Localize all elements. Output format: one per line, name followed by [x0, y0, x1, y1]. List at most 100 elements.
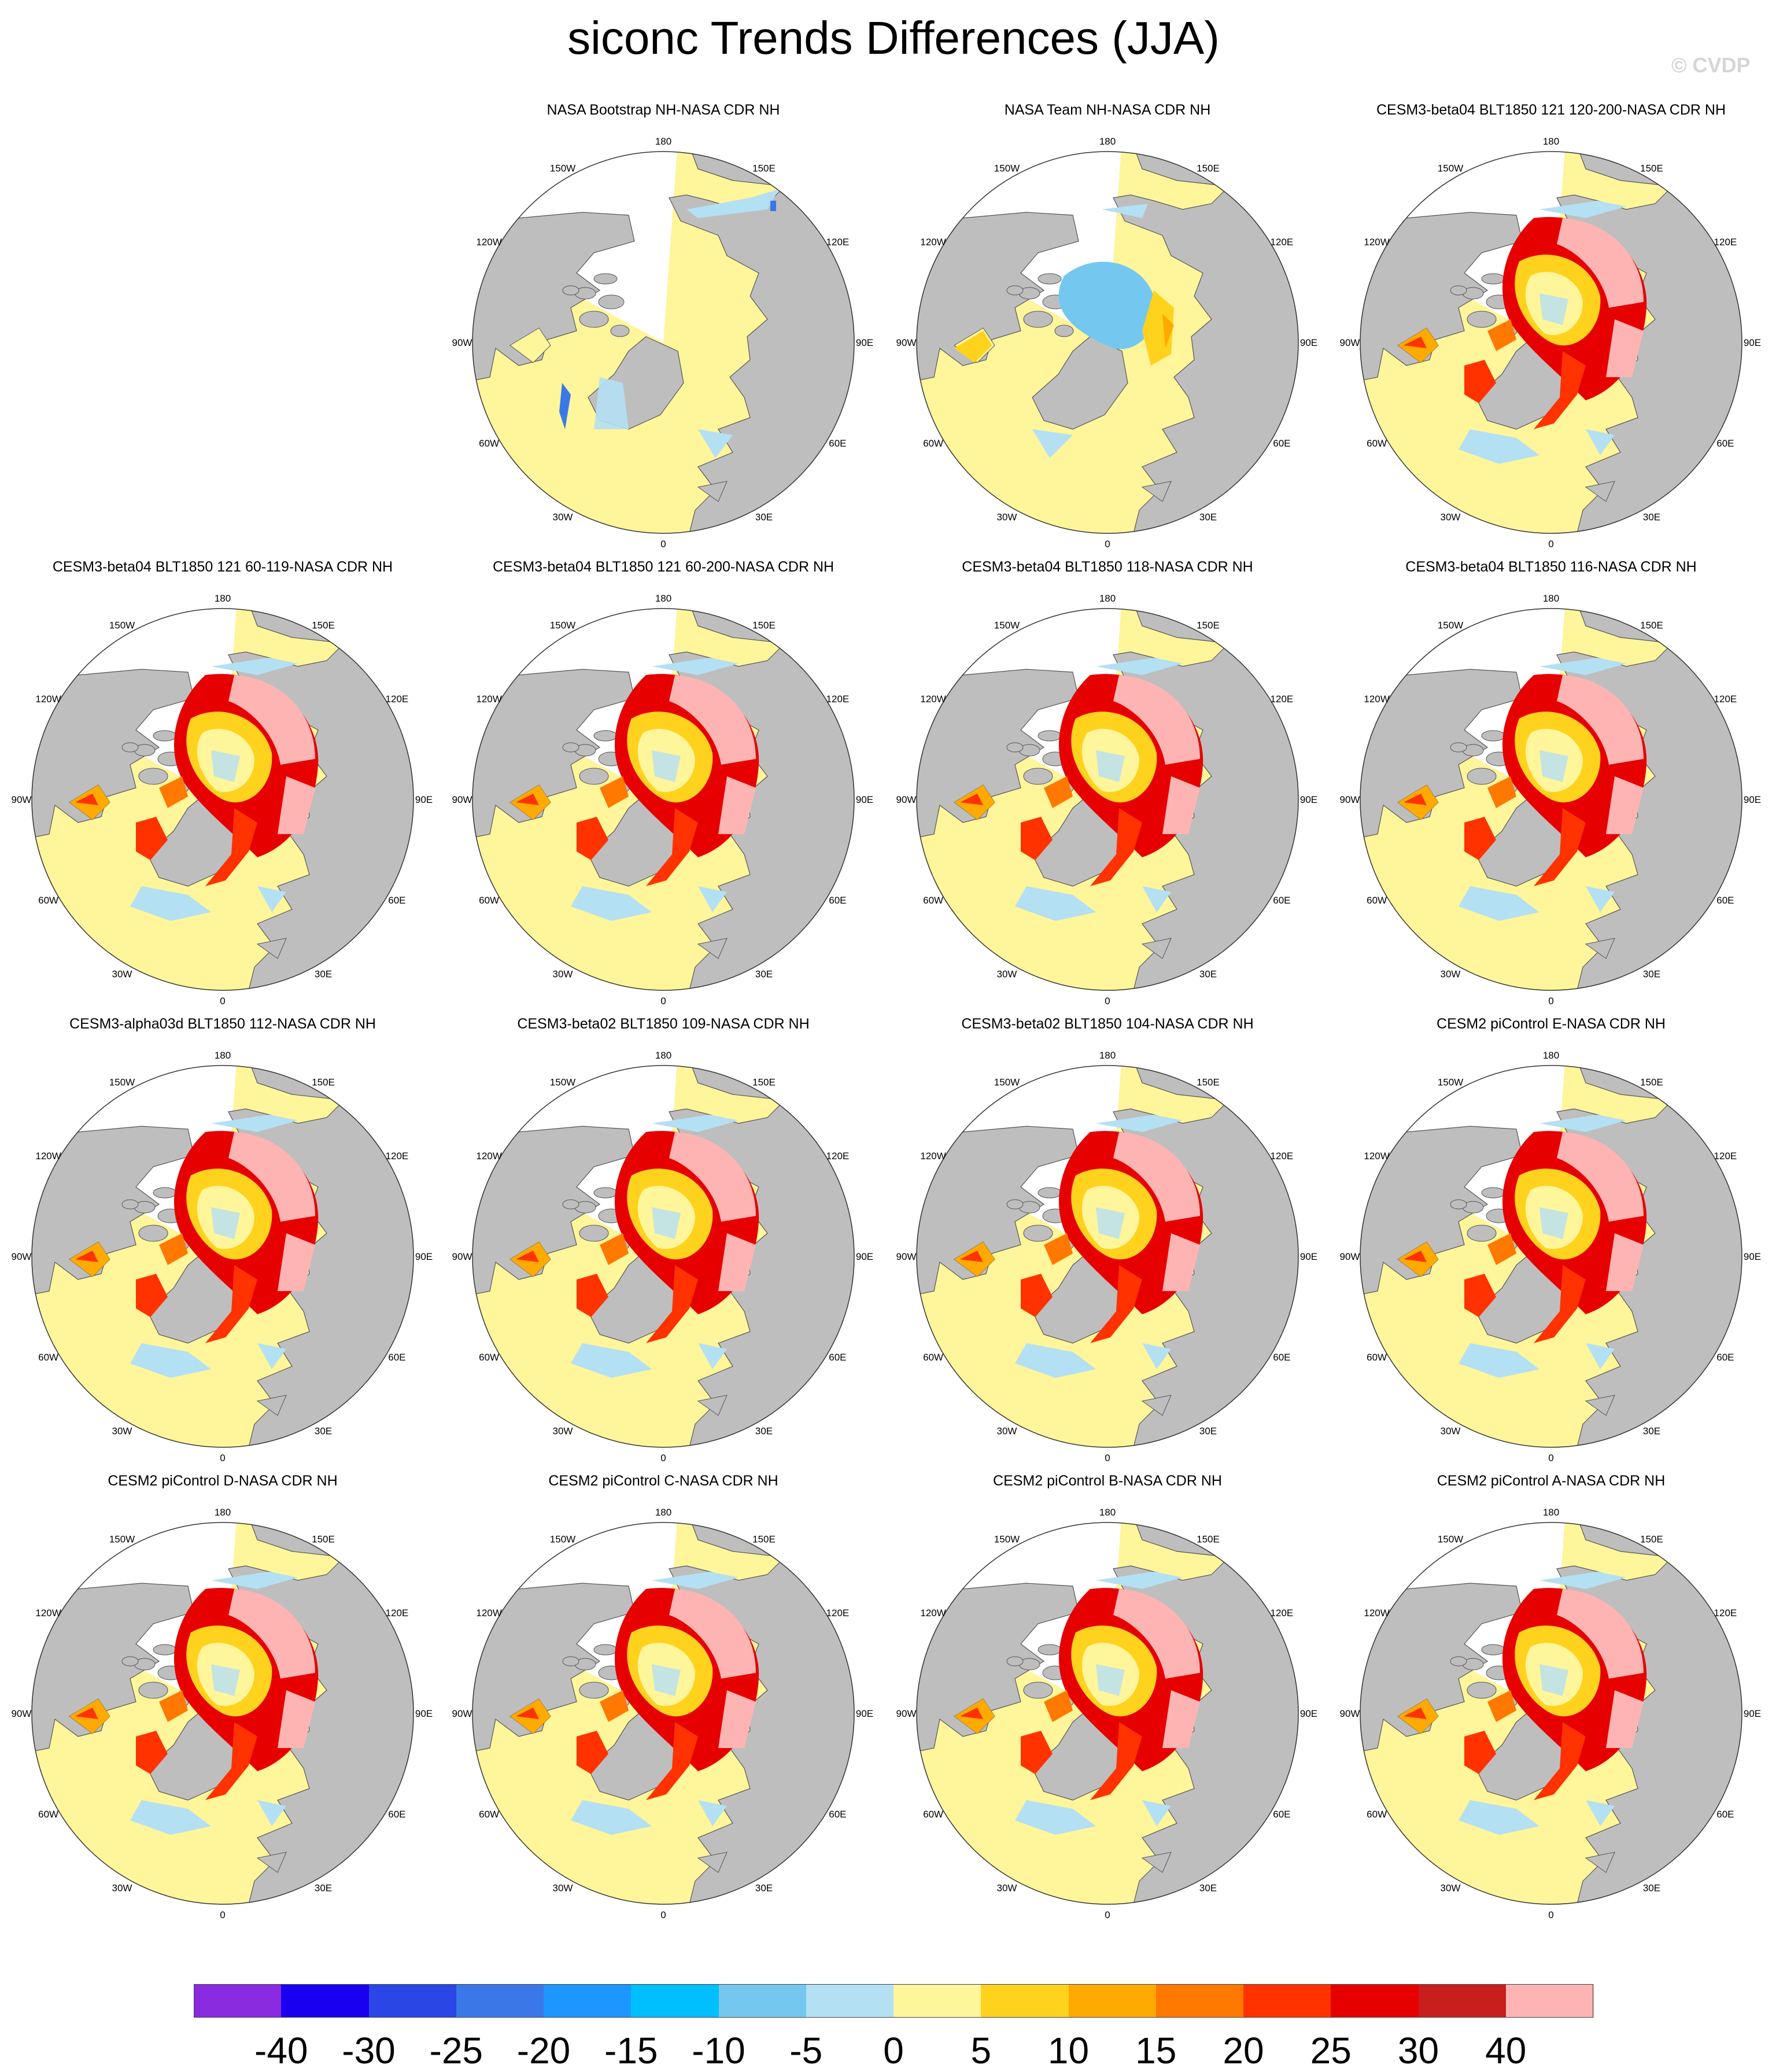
longitude-label: 180 — [1543, 593, 1559, 604]
map-border — [472, 608, 855, 991]
panel-title: CESM3-beta04 BLT1850 116-NASA CDR NH — [1405, 559, 1697, 575]
longitude-label: 180 — [1099, 1507, 1116, 1518]
colorbar-segment — [1505, 1984, 1594, 2018]
longitude-label: 150E — [1640, 1077, 1663, 1088]
iceland-landmass — [1141, 938, 1172, 959]
colorbar-segment — [631, 1984, 719, 2018]
colorbar-tick-label: -5 — [789, 2030, 823, 2071]
island — [121, 742, 139, 753]
longitude-label: 0 — [660, 1909, 666, 1920]
iceland-landmass — [697, 1852, 728, 1873]
longitude-label: 30W — [1441, 511, 1461, 522]
north-america-landmass — [472, 1583, 635, 1754]
longitude-label: 90E — [856, 794, 873, 805]
longitude-label: 120E — [386, 694, 409, 705]
iceland-landmass — [1141, 481, 1172, 502]
colorbar-segment — [806, 1984, 894, 2018]
longitude-label: 180 — [1543, 136, 1559, 147]
colorbar — [194, 1984, 1594, 2020]
longitude-label: 0 — [1548, 1452, 1553, 1463]
longitude-label: 0 — [1105, 996, 1110, 1006]
island — [153, 1187, 177, 1199]
longitude-label: 180 — [655, 1050, 671, 1061]
polar-map: 180 150E 120E 90E 60E 30E 0 30W 60W 90W 120W 150W — [896, 136, 1318, 550]
longitude-label: 90W — [12, 1251, 32, 1262]
panel-title: CESM2 piControl C-NASA CDR NH — [548, 1473, 778, 1489]
colorbar-frame — [194, 1984, 1593, 2018]
longitude-label: 150W — [994, 620, 1020, 631]
longitude-label: 30E — [1199, 1425, 1217, 1436]
longitude-label: 60E — [1716, 1352, 1734, 1363]
iceland-landmass — [1585, 1852, 1615, 1873]
island — [1038, 273, 1062, 285]
longitude-label: 150W — [994, 1077, 1020, 1088]
island — [1006, 1199, 1024, 1210]
longitude-label: 90W — [1340, 1251, 1360, 1262]
longitude-label: 60E — [829, 1352, 846, 1363]
north-america-landmass — [1360, 1583, 1523, 1754]
longitude-label: 90E — [856, 1251, 873, 1262]
island — [1481, 730, 1505, 742]
island — [1038, 1187, 1062, 1199]
colorbar-segment — [1331, 1984, 1419, 2018]
longitude-label: 150E — [312, 1077, 335, 1088]
longitude-label: 150W — [994, 1534, 1020, 1545]
longitude-label: 60E — [829, 1809, 846, 1820]
longitude-label: 90W — [896, 337, 917, 348]
longitude-label: 60W — [38, 895, 58, 906]
longitude-label: 120E — [386, 1608, 409, 1618]
island — [1450, 1199, 1467, 1210]
longitude-label: 30W — [553, 1425, 573, 1436]
longitude-label: 30E — [315, 1425, 332, 1436]
panel-title: CESM3-beta02 BLT1850 109-NASA CDR NH — [517, 1016, 810, 1032]
north-america-landmass — [1360, 669, 1523, 840]
longitude-label: 180 — [655, 136, 671, 147]
longitude-label: 30E — [1643, 1882, 1660, 1893]
longitude-label: 0 — [1548, 1909, 1553, 1920]
island — [1481, 273, 1505, 285]
island — [1467, 1225, 1497, 1242]
longitude-label: 150E — [1640, 1534, 1663, 1545]
longitude-label: 60W — [38, 1809, 58, 1820]
panel-title: CESM3-beta04 BLT1850 118-NASA CDR NH — [962, 559, 1253, 575]
longitude-label: 180 — [1099, 1050, 1116, 1061]
longitude-label: 120W — [476, 1608, 501, 1618]
map-panel: CESM3-beta04 BLT1850 121 120-200-NASA CD… — [1331, 101, 1771, 558]
longitude-label: 120E — [386, 1151, 409, 1162]
island — [1481, 1187, 1505, 1199]
longitude-label: 120E — [1714, 237, 1737, 248]
eurasia-landmass — [1113, 609, 1298, 990]
colorbar-segment — [893, 1984, 981, 2018]
longitude-label: 30W — [112, 1882, 132, 1893]
ice-difference-field — [510, 1115, 759, 1378]
map-border — [1360, 608, 1742, 991]
iceland-landmass — [697, 1395, 728, 1416]
longitude-label: 30W — [997, 968, 1017, 979]
iceland-landmass — [1585, 938, 1615, 959]
longitude-label: 60E — [1273, 438, 1290, 449]
longitude-label: 60E — [388, 1809, 405, 1820]
colorbar-segment — [194, 1984, 282, 2018]
longitude-label: 90W — [1340, 337, 1360, 348]
eurasia-landmass — [669, 1522, 854, 1904]
map-border — [916, 1065, 1299, 1448]
island — [579, 1225, 609, 1242]
longitude-label: 120E — [1271, 1151, 1294, 1162]
map-border — [31, 1522, 414, 1905]
polar-map: 180 150E 120E 90E 60E 30E 0 30W 60W 90W 120W 150W — [452, 1050, 874, 1463]
map-panel: CESM3-beta04 BLT1850 118-NASA CDR NH 180 1… — [888, 558, 1327, 1015]
longitude-label: 30E — [755, 511, 773, 522]
polar-map: 180 150E 120E 90E 60E 30E 0 30W 60W 90W 120W 150W — [896, 1507, 1318, 1920]
north-america-landmass — [472, 1126, 635, 1297]
longitude-label: 60E — [829, 895, 846, 906]
ice-difference-field — [1398, 201, 1647, 464]
polar-map: 180 150E 120E 90E 60E 30E 0 30W 60W 90W 120W 150W — [452, 136, 874, 550]
longitude-label: 60W — [1367, 1352, 1387, 1363]
map-border — [472, 151, 855, 534]
island — [153, 1644, 177, 1656]
longitude-label: 30W — [112, 1425, 132, 1436]
longitude-label: 90E — [1744, 337, 1761, 348]
eurasia-landmass — [669, 1066, 854, 1447]
iceland-landmass — [256, 938, 287, 959]
ice-difference-field — [1398, 658, 1647, 921]
